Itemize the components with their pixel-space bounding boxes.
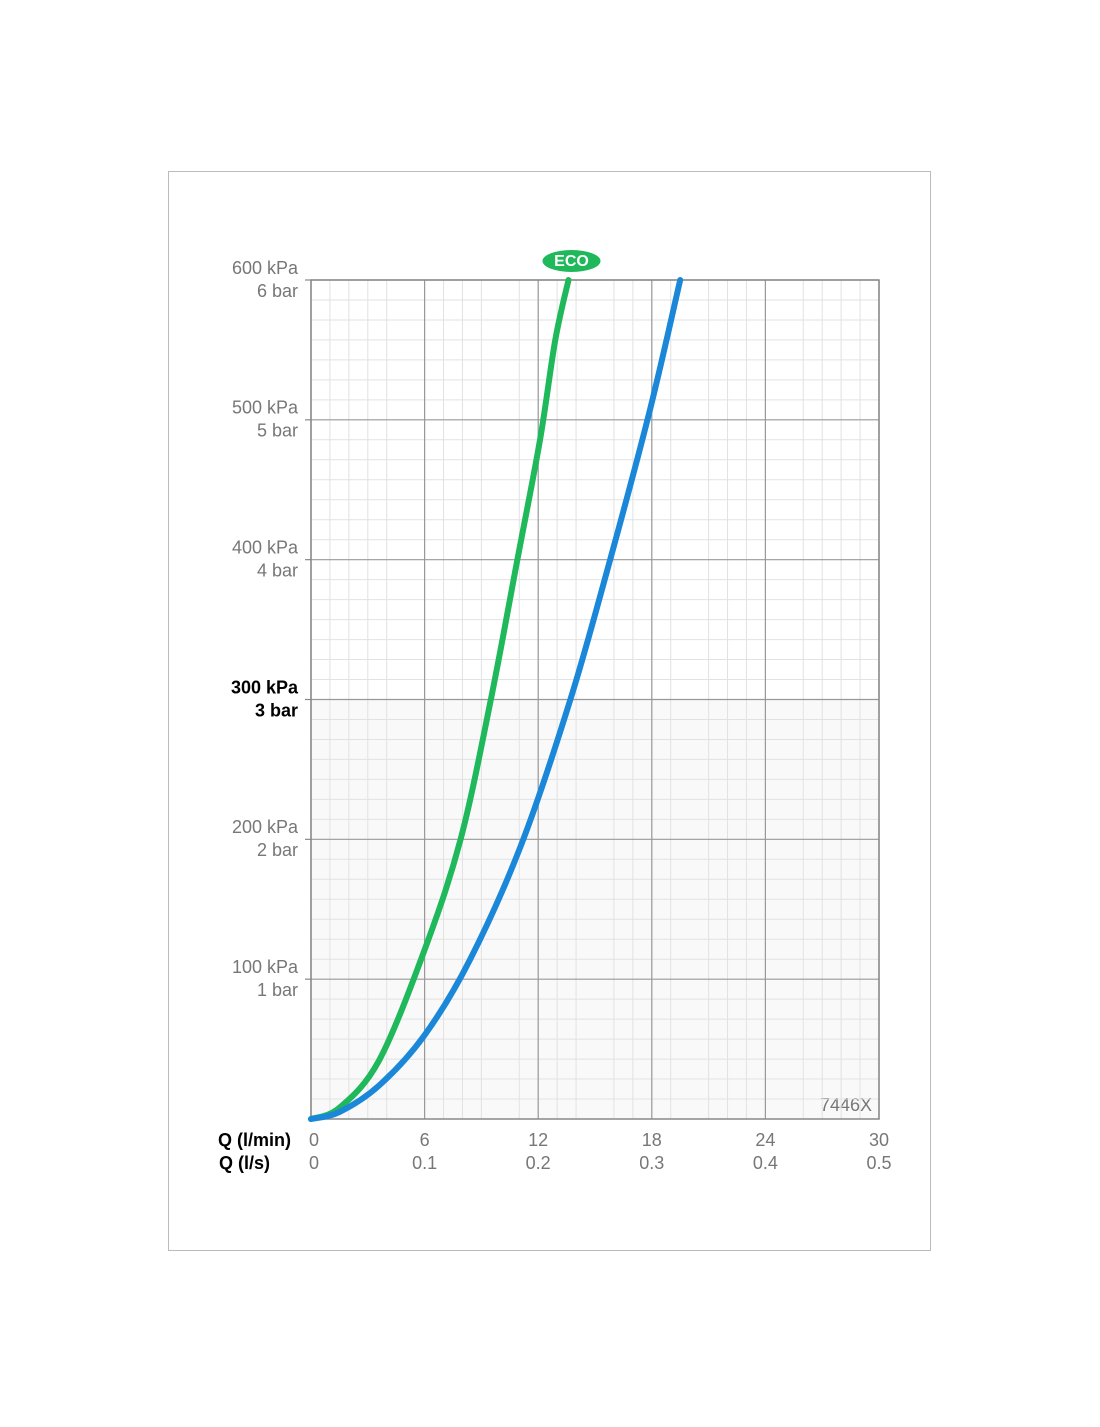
y-tick-label: 400 kPa [232,537,299,557]
x2-tick-label: 0.2 [526,1153,551,1173]
series-badge [542,250,601,272]
y2-tick-label: 5 bar [257,421,298,441]
y-tick-label: 300 kPa [231,677,299,697]
y2-tick-label: 6 bar [257,281,298,301]
x-tick-label: 24 [755,1130,775,1150]
x2-axis-title: Q (l/s) [219,1153,270,1173]
y-tick-label: 600 kPa [232,258,299,278]
y-tick-label: 500 kPa [232,398,299,418]
x-tick-label: 0 [309,1130,319,1150]
x-tick-label: 6 [420,1130,430,1150]
y2-tick-label: 2 bar [257,840,298,860]
x2-tick-label: 0 [309,1153,319,1173]
x-tick-label: 30 [869,1130,889,1150]
x2-tick-label: 0.5 [866,1153,891,1173]
series-label: ECO [554,253,589,270]
annotation: 7446X [820,1095,872,1115]
plot-shade [311,700,879,1119]
y2-tick-label: 1 bar [257,980,298,1000]
y-tick-label: 200 kPa [232,817,299,837]
curve [308,277,572,1122]
x2-tick-label: 0.3 [639,1153,664,1173]
plot-border [310,279,880,1120]
x-tick-label: 12 [528,1130,548,1150]
x2-tick-label: 0.4 [753,1153,778,1173]
x-axis-title: Q (l/min) [218,1130,291,1150]
x2-tick-label: 0.1 [412,1153,437,1173]
y-tick-label: 100 kPa [232,957,299,977]
y2-tick-label: 3 bar [255,700,298,720]
curve [308,277,684,1122]
y2-tick-label: 4 bar [257,560,298,580]
x-tick-label: 18 [642,1130,662,1150]
